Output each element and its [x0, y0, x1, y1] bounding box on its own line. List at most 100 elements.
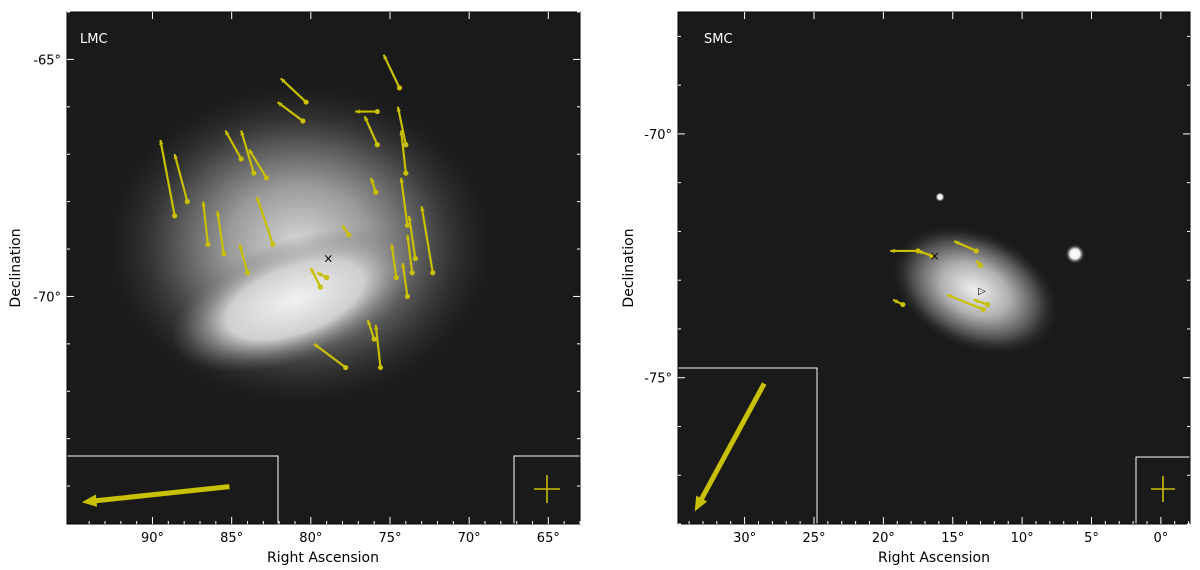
lmc-reference-inset [66, 455, 279, 525]
lmc-vector-8 [238, 244, 251, 276]
lmc-vector-origin-14 [403, 142, 409, 148]
lmc-vector-28 [316, 271, 330, 281]
lmc-vector-14 [396, 106, 409, 148]
smc-ylabel: Declination [621, 228, 637, 307]
lmc-vector-27 [309, 267, 323, 290]
lmc-vector-15 [399, 130, 409, 176]
lmc-vector-head-5 [240, 130, 245, 136]
lmc-vector-0 [159, 139, 178, 219]
smc-vector-head-5 [973, 299, 979, 304]
lmc-vector-origin-26 [346, 232, 352, 238]
smc-vector-origin-4 [980, 306, 986, 313]
lmc-vector-head-4 [225, 130, 230, 136]
smc-vector-origin-2 [929, 253, 935, 259]
lmc-vector-origin-12 [396, 85, 403, 91]
lmc-vector-25 [313, 342, 349, 371]
lmc-ylabel: Declination [8, 228, 24, 307]
lmc-vector-origin-1 [184, 199, 190, 205]
lmc-vector-origin-6 [263, 175, 270, 181]
smc-secondary-marker: ▷ [978, 286, 986, 297]
lmc-vector-origin-27 [317, 284, 323, 290]
lmc-frame [66, 11, 581, 525]
lmc-vector-2 [201, 201, 211, 247]
lmc-xtick-label: 70° [458, 531, 481, 546]
lmc-vector-6 [248, 148, 270, 181]
lmc-vector-head-22 [401, 263, 406, 269]
lmc-xtick-label: 75° [378, 531, 401, 546]
lmc-vector-origin-25 [343, 364, 349, 371]
lmc-vector-13 [363, 115, 380, 148]
lmc-vector-4 [224, 129, 244, 162]
lmc-vector-origin-13 [374, 142, 380, 148]
smc-vector-5 [973, 298, 991, 308]
smc-reference-arrow [698, 382, 767, 502]
lmc-vector-head-6 [249, 149, 254, 155]
lmc-vector-origin-4 [238, 156, 244, 162]
lmc-vector-origin-17 [404, 222, 411, 228]
lmc-vector-26 [341, 224, 352, 238]
smc-vector-2 [917, 249, 935, 259]
lmc-vector-origin-22 [404, 293, 411, 300]
lmc-vector-origin-16 [373, 189, 379, 195]
smc-vector-origin-3 [973, 248, 979, 254]
smc-xtick-label: 15° [941, 531, 964, 546]
lmc-vector-18 [407, 215, 418, 262]
smc-xtick-label: 25° [802, 531, 825, 546]
lmc-vector-5 [240, 130, 257, 176]
lmc-vector-origin-7 [270, 241, 276, 247]
smc-vector-head-1 [890, 248, 895, 254]
lmc-xtick-label: 80° [299, 531, 322, 546]
lmc-vector-origin-8 [244, 270, 251, 276]
lmc-vector-7 [255, 196, 276, 247]
smc-vector-origin-6 [977, 262, 984, 269]
smc-small-star [935, 192, 945, 202]
smc-vector-head-6 [976, 260, 981, 266]
lmc-vector-head-15 [399, 130, 404, 136]
lmc-vector-17 [399, 177, 411, 228]
lmc-vector-head-13 [364, 116, 369, 122]
lmc-vector-origin-15 [403, 170, 409, 176]
lmc-vector-head-18 [407, 215, 412, 221]
lmc-vector-origin-18 [412, 255, 418, 262]
lmc-xtick-label: 85° [220, 531, 243, 546]
lmc-vector-head-19 [405, 234, 411, 240]
lmc-vector-head-7 [256, 196, 261, 202]
lmc-vector-origin-28 [324, 274, 330, 281]
smc-reference-arrowhead [694, 495, 708, 512]
lmc-center-marker: × [323, 252, 333, 266]
lmc-vector-head-23 [367, 320, 372, 326]
smc-bright-star [1065, 244, 1085, 264]
lmc-vector-head-2 [201, 201, 206, 207]
lmc-vector-3 [215, 210, 227, 257]
smc-vector-0 [892, 298, 906, 308]
lmc-vector-24 [374, 324, 384, 371]
lmc-vector-origin-10 [300, 118, 306, 124]
lmc-vector-19 [405, 234, 415, 276]
smc-label: SMC [704, 32, 733, 47]
smc-vectors [890, 240, 991, 313]
lmc-vector-origin-11 [374, 108, 380, 115]
lmc-vector-origin-21 [393, 274, 399, 281]
smc-xtick-label: 5° [1084, 531, 1099, 546]
lmc-vector-origin-23 [371, 336, 377, 342]
lmc-xlabel: Right Ascension [267, 550, 379, 566]
smc-vector-4 [946, 293, 986, 313]
lmc-vector-origin-24 [377, 364, 384, 371]
lmc-vector-head-12 [383, 54, 388, 60]
smc-error-cross [1151, 476, 1175, 502]
lmc-reference-arrowhead [81, 494, 98, 507]
lmc-vector-head-9 [280, 78, 286, 84]
smc-ytick-label: -75° [644, 372, 672, 387]
smc-xtick-label: 30° [733, 531, 756, 546]
lmc-vector-head-10 [277, 102, 283, 107]
lmc-ytick-label: -65° [33, 53, 61, 68]
smc-vector-head-3 [954, 241, 960, 245]
lmc-vector-22 [401, 263, 411, 300]
smc-vector-origin-5 [984, 301, 991, 308]
lmc-vector-head-1 [173, 154, 178, 160]
smc-xtick-label: 0° [1153, 531, 1168, 546]
lmc-vector-head-17 [399, 177, 404, 183]
lmc-vector-9 [279, 77, 309, 105]
lmc-vector-10 [276, 101, 306, 124]
